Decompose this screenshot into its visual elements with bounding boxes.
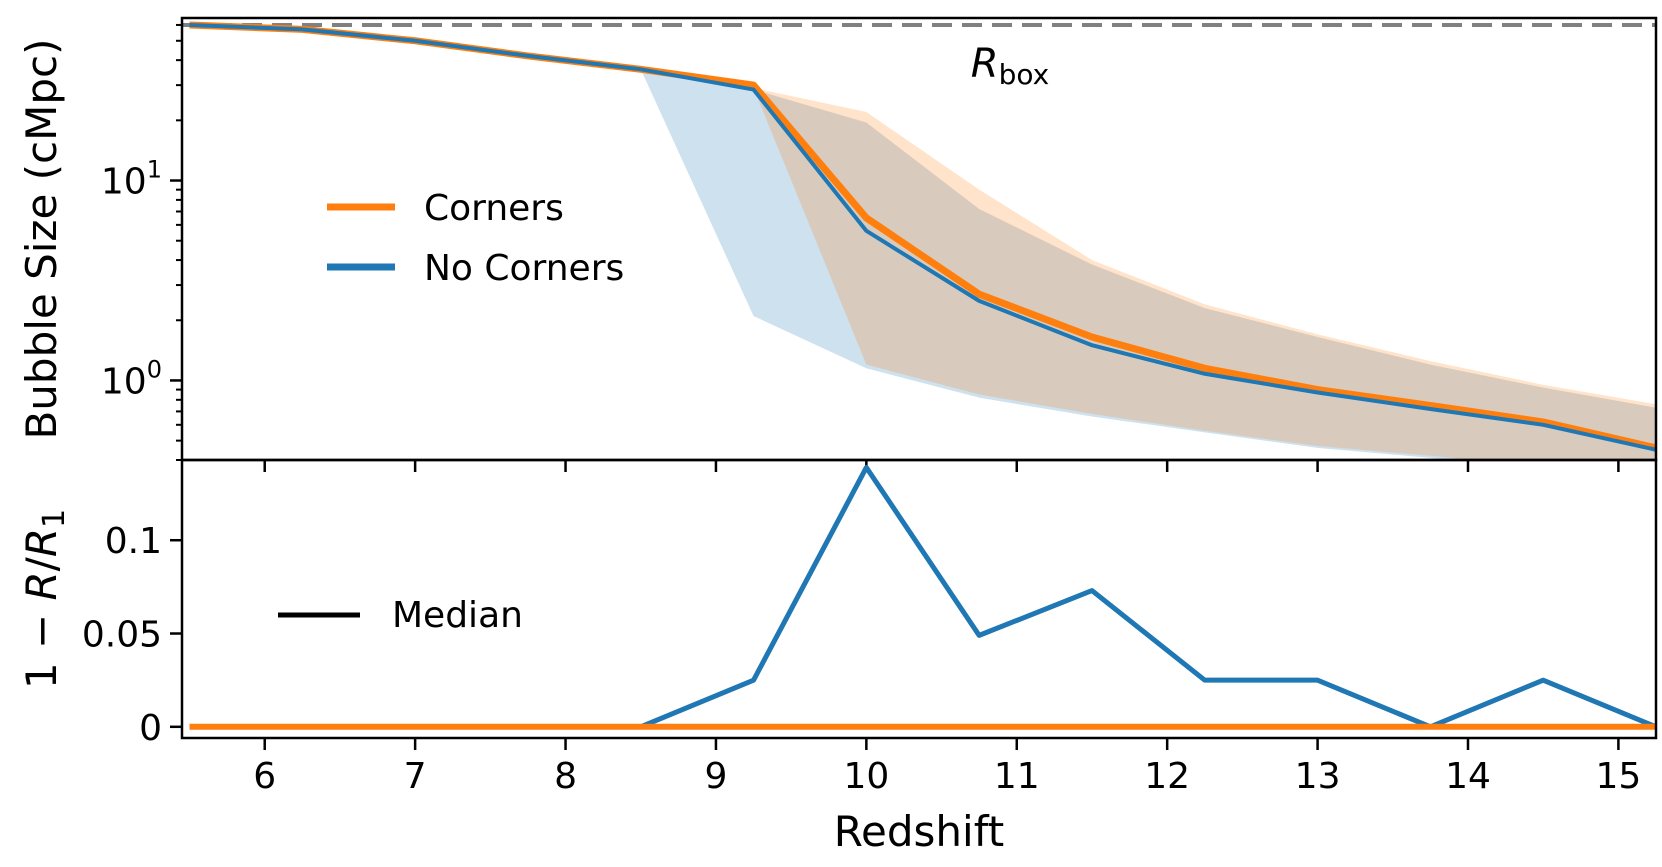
top-x-ticks bbox=[263, 460, 1620, 472]
y-tick-label: 101 bbox=[101, 156, 162, 203]
y-tick-label: 100 bbox=[101, 355, 162, 402]
x-tick-label: 10 bbox=[843, 756, 889, 797]
x-tick-label: 6 bbox=[253, 756, 276, 797]
bottom-plot-frame bbox=[180, 458, 1658, 740]
band-corners bbox=[189, 24, 1656, 460]
top-panel: Rbox 100 101 Bubble Size (cMpc) Corners N… bbox=[17, 16, 1658, 472]
band-no-corners bbox=[189, 24, 1656, 460]
top-series-lines bbox=[189, 21, 1656, 452]
line-no-corners bbox=[189, 22, 1656, 452]
top-uncertainty-bands bbox=[189, 24, 1656, 460]
x-tick-label: 9 bbox=[704, 756, 727, 797]
bottom-y-tick-label: 0.1 bbox=[105, 521, 162, 562]
bottom-x-ticks: 6 7 8 9 10 11 12 13 14 15 bbox=[253, 738, 1641, 797]
x-tick-label: 15 bbox=[1595, 756, 1641, 797]
x-axis-label: Redshift bbox=[834, 807, 1004, 856]
bottom-panel: 0 0.05 0.1 6 7 8 9 10 11 12 13 14 15 1 − R/R1 Redsh… bbox=[17, 458, 1658, 856]
legend-label-no-corners: No Corners bbox=[424, 248, 624, 289]
x-tick-label: 13 bbox=[1295, 756, 1341, 797]
x-tick-label: 11 bbox=[994, 756, 1040, 797]
legend-label-corners: Corners bbox=[424, 188, 564, 229]
top-legend: Corners No Corners bbox=[327, 188, 624, 289]
bottom-y-tick-label: 0.05 bbox=[82, 615, 162, 656]
bottom-y-tick-label: 0 bbox=[139, 708, 162, 749]
x-tick-label: 12 bbox=[1144, 756, 1190, 797]
legend-label-median: Median bbox=[392, 595, 523, 636]
top-y-axis-label: Bubble Size (cMpc) bbox=[17, 38, 66, 439]
bottom-y-axis-label: 1 − R/R1 bbox=[17, 509, 72, 689]
top-y-ticks: 100 101 bbox=[101, 23, 182, 461]
x-tick-label: 7 bbox=[404, 756, 427, 797]
bottom-series-lines bbox=[189, 464, 1656, 730]
rbox-label: Rbox bbox=[971, 41, 1049, 91]
bottom-legend: Median bbox=[278, 595, 523, 636]
bottom-y-ticks: 0 0.05 0.1 bbox=[82, 521, 182, 749]
x-tick-label: 8 bbox=[554, 756, 577, 797]
x-tick-label: 14 bbox=[1445, 756, 1491, 797]
